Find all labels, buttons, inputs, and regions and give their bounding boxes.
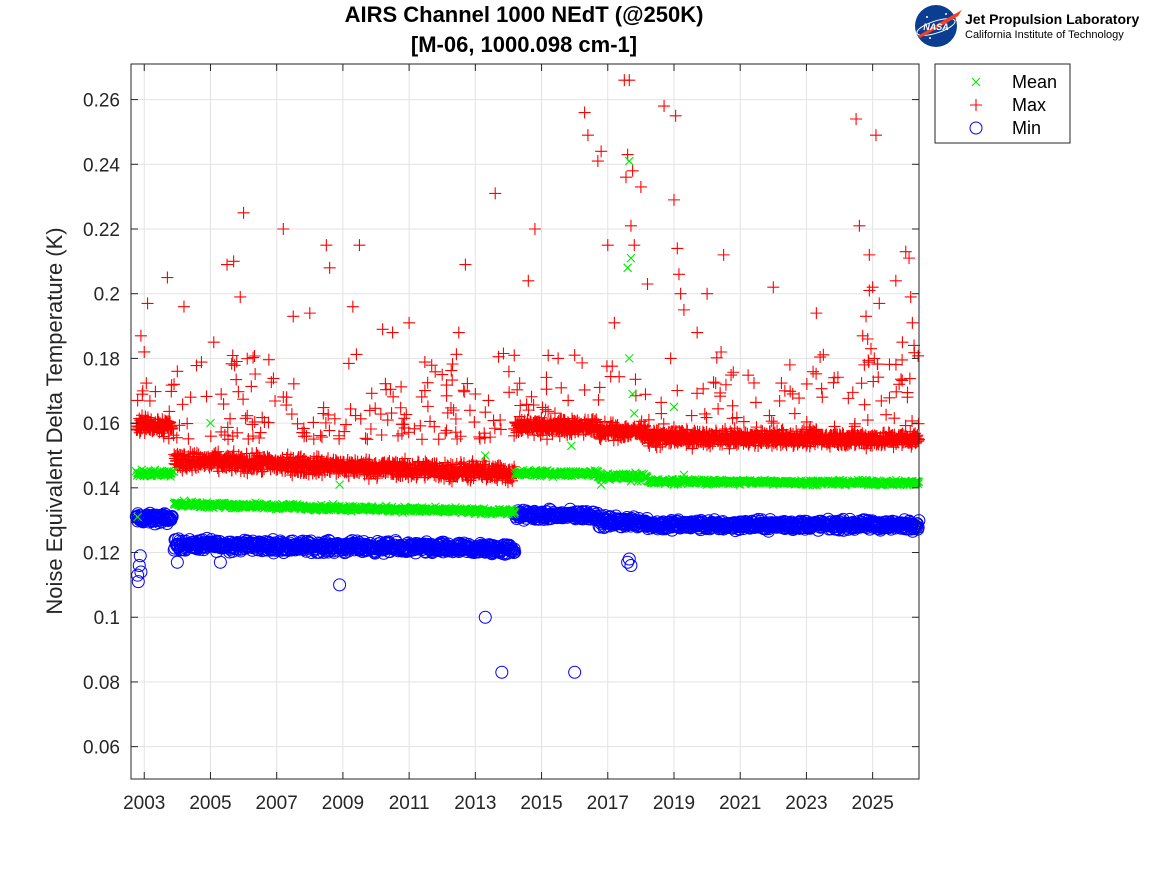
chart-subtitle: [M-06, 1000.098 cm-1] (411, 32, 637, 57)
series-layer (129, 74, 926, 679)
chart-title: AIRS Channel 1000 NEdT (@250K) (345, 2, 704, 27)
series-min (129, 502, 926, 679)
min-point (165, 510, 179, 524)
min-point (506, 544, 520, 558)
min-point (508, 545, 522, 559)
